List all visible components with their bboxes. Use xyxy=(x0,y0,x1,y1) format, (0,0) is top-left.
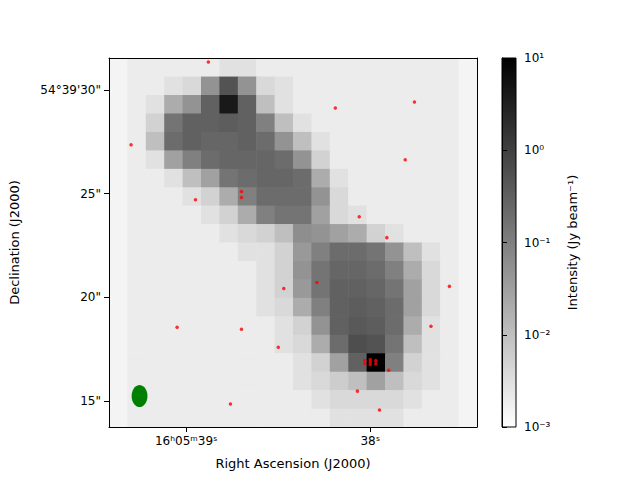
svg-text:Declination (J2000): Declination (J2000) xyxy=(7,180,22,305)
svg-text:10⁻²: 10⁻² xyxy=(524,328,551,342)
svg-text:54°39'30": 54°39'30" xyxy=(40,83,101,97)
svg-text:10⁻³: 10⁻³ xyxy=(524,420,551,434)
svg-text:25": 25" xyxy=(80,187,101,201)
svg-text:15": 15" xyxy=(80,394,101,408)
svg-text:38ˢ: 38ˢ xyxy=(360,434,380,448)
svg-text:10¹: 10¹ xyxy=(524,51,544,65)
svg-text:Intensity (Jy beam⁻¹): Intensity (Jy beam⁻¹) xyxy=(565,175,580,310)
svg-text:10⁻¹: 10⁻¹ xyxy=(524,236,551,250)
svg-text:Right Ascension (J2000): Right Ascension (J2000) xyxy=(215,456,370,471)
svg-text:16ʰ05ᵐ39ˢ: 16ʰ05ᵐ39ˢ xyxy=(155,434,218,448)
svg-text:20": 20" xyxy=(80,290,101,304)
svg-text:10⁰: 10⁰ xyxy=(524,143,544,157)
